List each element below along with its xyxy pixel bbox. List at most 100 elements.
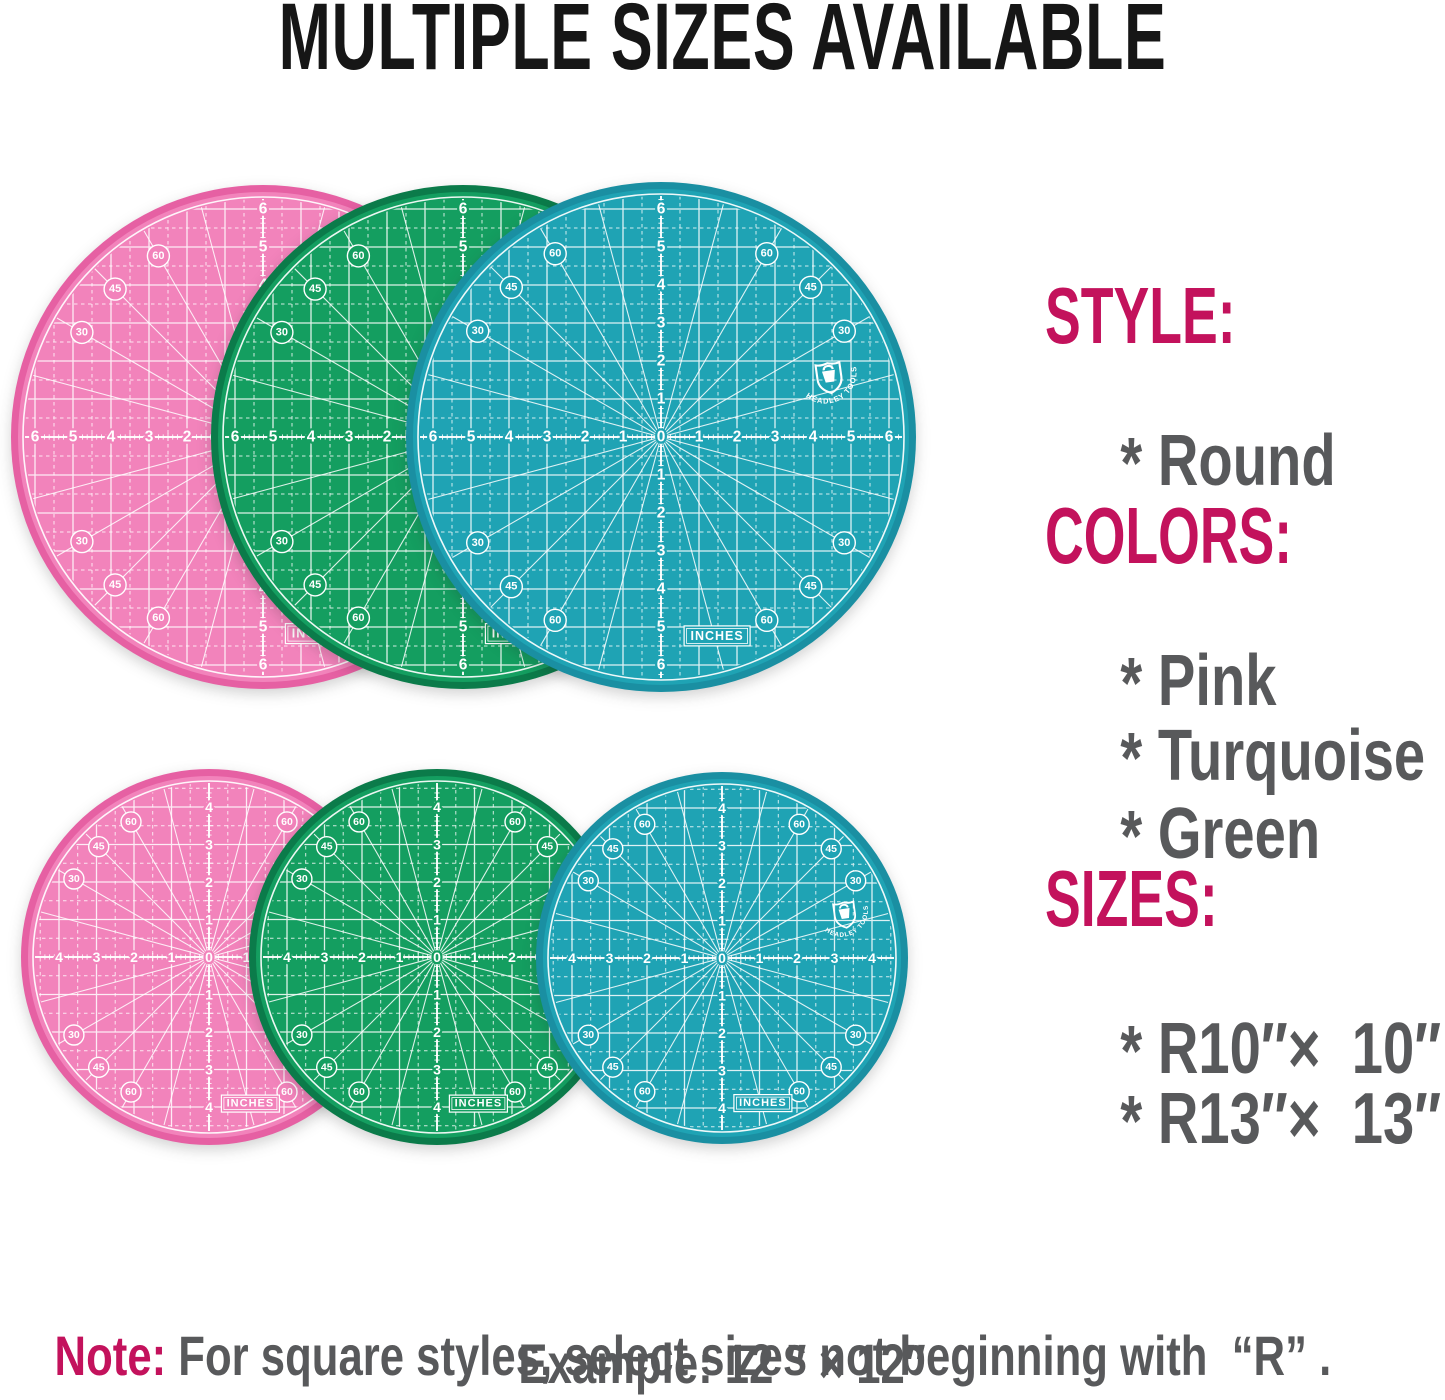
svg-text:60: 60	[509, 816, 521, 828]
svg-text:2: 2	[205, 1024, 213, 1040]
svg-text:45: 45	[309, 283, 321, 295]
svg-text:3: 3	[93, 949, 101, 965]
svg-text:0: 0	[433, 949, 441, 965]
svg-text:45: 45	[607, 1061, 619, 1073]
svg-text:45: 45	[541, 1061, 553, 1073]
svg-text:4: 4	[718, 800, 726, 816]
svg-text:3: 3	[831, 950, 839, 966]
svg-text:45: 45	[505, 581, 517, 593]
svg-text:60: 60	[761, 614, 773, 626]
svg-text:0: 0	[657, 429, 666, 446]
svg-text:30: 30	[838, 537, 850, 549]
bullet-asterisk: *	[1120, 1011, 1143, 1092]
svg-text:1: 1	[471, 949, 479, 965]
svg-text:2: 2	[581, 429, 590, 446]
svg-text:1: 1	[695, 429, 704, 446]
svg-text:4: 4	[718, 1100, 726, 1116]
svg-text:5: 5	[69, 429, 78, 446]
svg-text:30: 30	[76, 536, 88, 548]
svg-text:0: 0	[205, 949, 213, 965]
svg-text:4: 4	[55, 949, 63, 965]
svg-text:30: 30	[296, 873, 308, 885]
svg-text:INCHES: INCHES	[739, 1097, 787, 1109]
svg-text:4: 4	[433, 1099, 441, 1115]
bottom-note-example: Example: 12 ″ × 12″	[0, 1336, 1445, 1392]
svg-text:60: 60	[793, 1086, 805, 1098]
svg-text:3: 3	[321, 949, 329, 965]
grid-lines	[550, 786, 894, 1130]
svg-text:30: 30	[276, 326, 288, 338]
svg-text:2: 2	[657, 353, 666, 370]
svg-text:4: 4	[433, 799, 441, 815]
svg-text:45: 45	[825, 1061, 837, 1073]
svg-text:1: 1	[657, 467, 666, 484]
color-item-label: Pink	[1157, 641, 1277, 721]
svg-text:4: 4	[657, 581, 666, 598]
svg-text:60: 60	[125, 1086, 137, 1098]
svg-text:5: 5	[657, 239, 666, 256]
svg-text:2: 2	[733, 429, 742, 446]
color-item-turquoise: * Turquoise	[1058, 648, 1425, 864]
svg-text:30: 30	[850, 875, 862, 887]
svg-text:45: 45	[309, 579, 321, 591]
svg-text:30: 30	[68, 873, 80, 885]
bullet-asterisk: *	[1120, 1081, 1143, 1162]
svg-text:2: 2	[383, 429, 392, 446]
svg-text:30: 30	[582, 875, 594, 887]
svg-text:2: 2	[793, 950, 801, 966]
svg-text:6: 6	[459, 201, 468, 218]
cutting-mat-turquoise-small: 0 1 1 1 1 2 2 2 2 3 3 3 3 4 4 4 4 30 30 30 30 45 45 45 45 60 60 60 6…	[536, 772, 908, 1144]
svg-text:45: 45	[607, 843, 619, 855]
inches-label: INCHES	[683, 625, 751, 647]
svg-text:3: 3	[205, 1062, 213, 1078]
svg-text:2: 2	[433, 1024, 441, 1040]
svg-text:60: 60	[281, 1086, 293, 1098]
svg-text:2: 2	[205, 874, 213, 890]
color-item-green: * Green	[1058, 726, 1320, 942]
svg-text:60: 60	[281, 816, 293, 828]
svg-text:6: 6	[459, 657, 468, 674]
size-item-r13: * R13″× 13″	[1058, 1011, 1441, 1227]
svg-text:6: 6	[657, 657, 666, 674]
svg-text:1: 1	[168, 949, 176, 965]
svg-text:45: 45	[109, 283, 121, 295]
svg-text:4: 4	[205, 1099, 213, 1115]
svg-text:5: 5	[259, 619, 268, 636]
svg-text:1: 1	[396, 949, 404, 965]
style-heading: STYLE:	[1045, 271, 1236, 360]
svg-text:3: 3	[345, 429, 354, 446]
size-item-r10: * R10″× 10″	[1058, 941, 1441, 1157]
svg-text:45: 45	[93, 841, 105, 853]
svg-text:1: 1	[433, 987, 441, 1003]
svg-text:4: 4	[505, 429, 514, 446]
svg-text:3: 3	[433, 1062, 441, 1078]
svg-text:30: 30	[276, 536, 288, 548]
svg-text:60: 60	[549, 248, 561, 260]
svg-text:30: 30	[68, 1029, 80, 1041]
svg-text:5: 5	[657, 619, 666, 636]
grid-lines	[420, 196, 902, 678]
svg-text:4: 4	[809, 429, 818, 446]
svg-text:45: 45	[825, 843, 837, 855]
svg-text:30: 30	[76, 326, 88, 338]
svg-text:5: 5	[459, 239, 468, 256]
svg-text:2: 2	[718, 875, 726, 891]
axis-numbers: 0 1 1 1 1 2 2 2 2 3 3 3 3 4 4 4 4	[566, 798, 879, 1119]
svg-text:60: 60	[152, 250, 164, 262]
bottom-note: Note: For square styles, select sizes no…	[6, 1272, 1332, 1400]
svg-text:1: 1	[433, 912, 441, 928]
svg-text:3: 3	[657, 543, 666, 560]
colors-heading: COLORS:	[1045, 491, 1293, 580]
svg-text:45: 45	[93, 1061, 105, 1073]
svg-text:60: 60	[125, 816, 137, 828]
svg-text:4: 4	[205, 799, 213, 815]
sizes-heading: SIZES:	[1045, 854, 1218, 943]
svg-text:45: 45	[505, 281, 517, 293]
bullet-asterisk: *	[1120, 643, 1143, 724]
svg-text:30: 30	[472, 325, 484, 337]
svg-text:6: 6	[657, 201, 666, 218]
svg-text:30: 30	[582, 1029, 594, 1041]
